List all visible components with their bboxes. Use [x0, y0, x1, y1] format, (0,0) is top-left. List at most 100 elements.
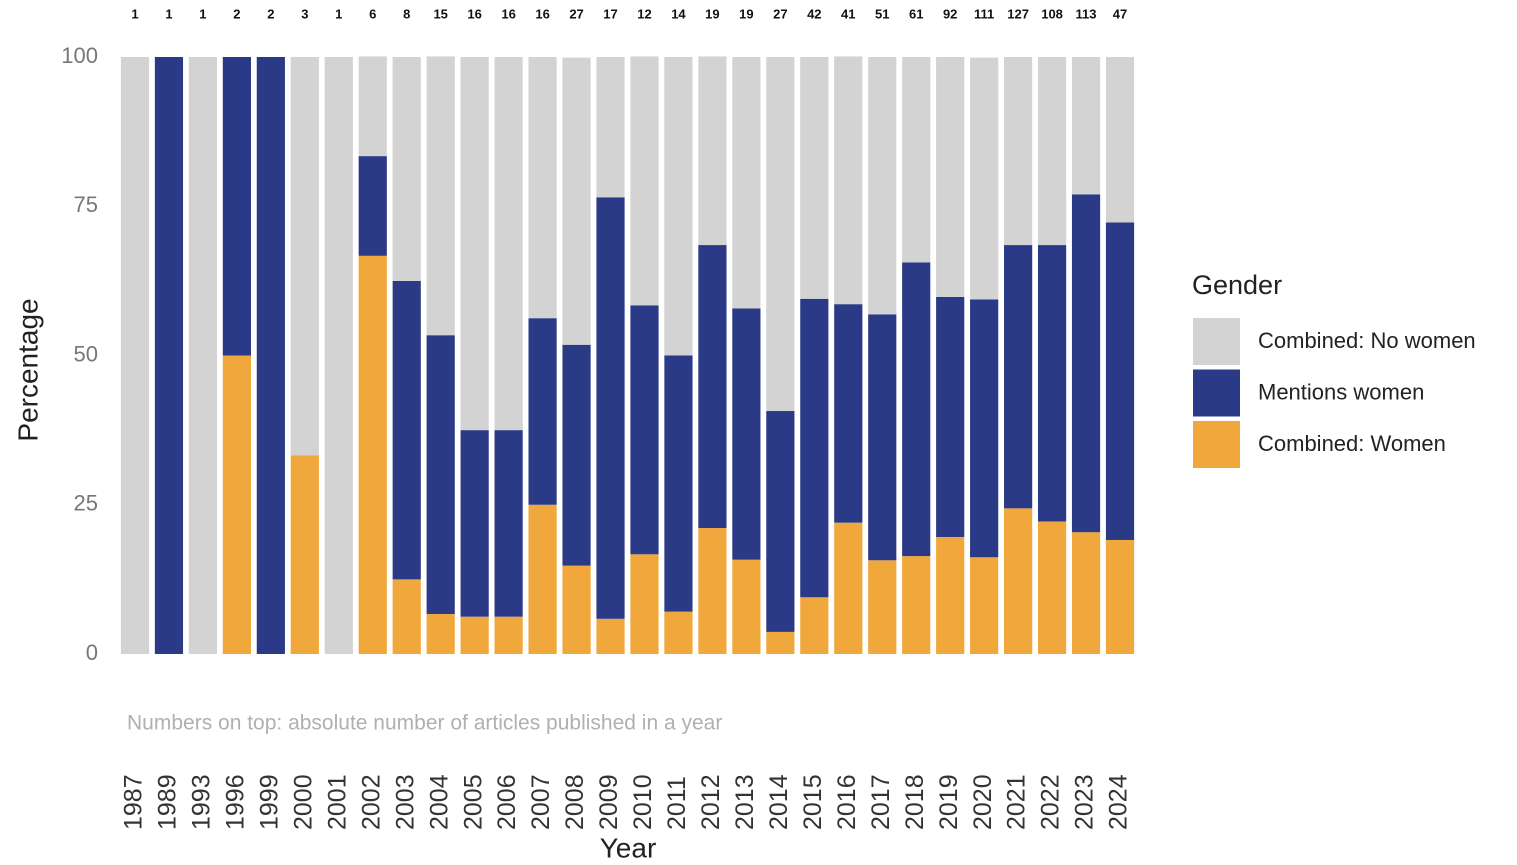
bar-segment	[426, 56, 455, 336]
legend-label: Combined: No women	[1258, 328, 1476, 353]
bar-segment	[800, 57, 829, 299]
bar-segment	[1105, 57, 1135, 223]
bar-segment	[1071, 532, 1101, 654]
x-axis-label: Year	[600, 832, 657, 863]
count-label: 47	[1113, 6, 1127, 21]
x-tick-label: 1987	[120, 774, 148, 830]
count-label: 41	[841, 6, 855, 21]
bar-segment	[1071, 194, 1101, 533]
caption: Numbers on top: absolute number of artic…	[127, 712, 722, 735]
legend-label: Mentions women	[1258, 379, 1424, 404]
count-label: 108	[1041, 6, 1063, 21]
x-tick-label: 2008	[561, 774, 589, 830]
bar-segment	[358, 255, 387, 654]
bar-segment	[1004, 245, 1033, 509]
x-tick-label: 2009	[595, 774, 623, 830]
bar-segment	[834, 304, 863, 523]
bar-segment	[562, 344, 591, 566]
bar-segment	[1004, 57, 1033, 246]
bar-segment	[698, 528, 727, 654]
count-label: 16	[467, 6, 481, 21]
y-tick-label: 75	[74, 192, 98, 217]
bar-segment	[630, 56, 659, 306]
x-tick-label: 2022	[1037, 774, 1065, 830]
x-tick-label: 2006	[493, 774, 521, 830]
x-tick-label: 2005	[459, 774, 487, 830]
bar-segment	[290, 455, 319, 654]
bar-segment	[528, 318, 557, 505]
bar-segment	[596, 57, 625, 198]
bar-segment	[902, 262, 931, 557]
count-label: 92	[943, 6, 957, 21]
bar-segment	[1037, 57, 1067, 246]
bar-segment	[460, 616, 489, 654]
bar-segment	[426, 335, 455, 615]
count-label: 14	[671, 6, 686, 21]
bar-segment	[970, 557, 999, 654]
x-tick-label: 2021	[1003, 774, 1031, 830]
bar-segment	[698, 245, 727, 529]
count-label: 16	[535, 6, 549, 21]
count-label: 3	[301, 6, 308, 21]
bar-segment	[664, 355, 693, 612]
count-label: 111	[974, 6, 994, 21]
bar-segment	[154, 57, 184, 654]
y-tick-label: 50	[74, 341, 98, 366]
count-label: 127	[1007, 6, 1029, 21]
bar-segment	[936, 536, 965, 654]
bar-segment	[630, 554, 659, 654]
count-label: 1	[199, 6, 206, 21]
count-label: 2	[267, 6, 274, 21]
y-tick-label: 25	[74, 491, 98, 516]
bar-segment	[256, 57, 285, 654]
count-label: 19	[705, 6, 719, 21]
x-tick-label: 2001	[323, 774, 351, 830]
bar-segment	[766, 57, 795, 412]
count-label: 15	[433, 6, 447, 21]
bar-segment	[834, 56, 863, 305]
bar-segment	[120, 57, 150, 654]
count-label: 1	[165, 6, 172, 21]
count-label: 8	[403, 6, 410, 21]
x-tick-label: 1989	[154, 774, 182, 830]
count-label: 17	[603, 6, 617, 21]
bar-segment	[290, 57, 319, 456]
x-tick-label: 2020	[969, 774, 997, 830]
bar-segment	[460, 430, 489, 617]
bar-segment	[562, 57, 591, 345]
x-tick-label: 2003	[391, 774, 419, 830]
bar-segment	[222, 57, 251, 356]
legend-swatch	[1193, 369, 1240, 417]
bar-segment	[596, 618, 625, 654]
x-tick-label: 1993	[188, 774, 216, 830]
x-tick-label: 2011	[663, 776, 691, 830]
x-tick-label: 2013	[731, 774, 759, 830]
bar-segment	[868, 560, 897, 654]
bar-segment	[1071, 57, 1101, 195]
bar-segment	[766, 411, 795, 632]
x-tick-label: 2014	[765, 774, 793, 830]
bar-segment	[868, 57, 897, 315]
bar-segment	[1037, 245, 1067, 522]
bar-segment	[732, 57, 761, 309]
bar-segment	[800, 597, 829, 654]
y-tick-label: 100	[61, 43, 98, 68]
bar-segment	[1037, 521, 1067, 654]
count-label: 42	[807, 6, 821, 21]
bar-segment	[1004, 508, 1033, 654]
legend-swatch	[1193, 421, 1240, 468]
bar-segment	[732, 308, 761, 560]
bar-segment	[936, 296, 965, 537]
bar-segment	[766, 631, 795, 654]
bar-segment	[494, 430, 523, 617]
x-tick-label: 2004	[425, 774, 453, 830]
x-tick-label: 2018	[901, 774, 929, 830]
count-label: 2	[233, 6, 240, 21]
bar-segment	[970, 299, 999, 558]
bar-segment	[562, 565, 591, 654]
bar-segment	[324, 57, 353, 654]
bar-segment	[222, 355, 251, 654]
bar-segment	[1105, 539, 1135, 654]
legend-label: Combined: Women	[1258, 431, 1446, 456]
